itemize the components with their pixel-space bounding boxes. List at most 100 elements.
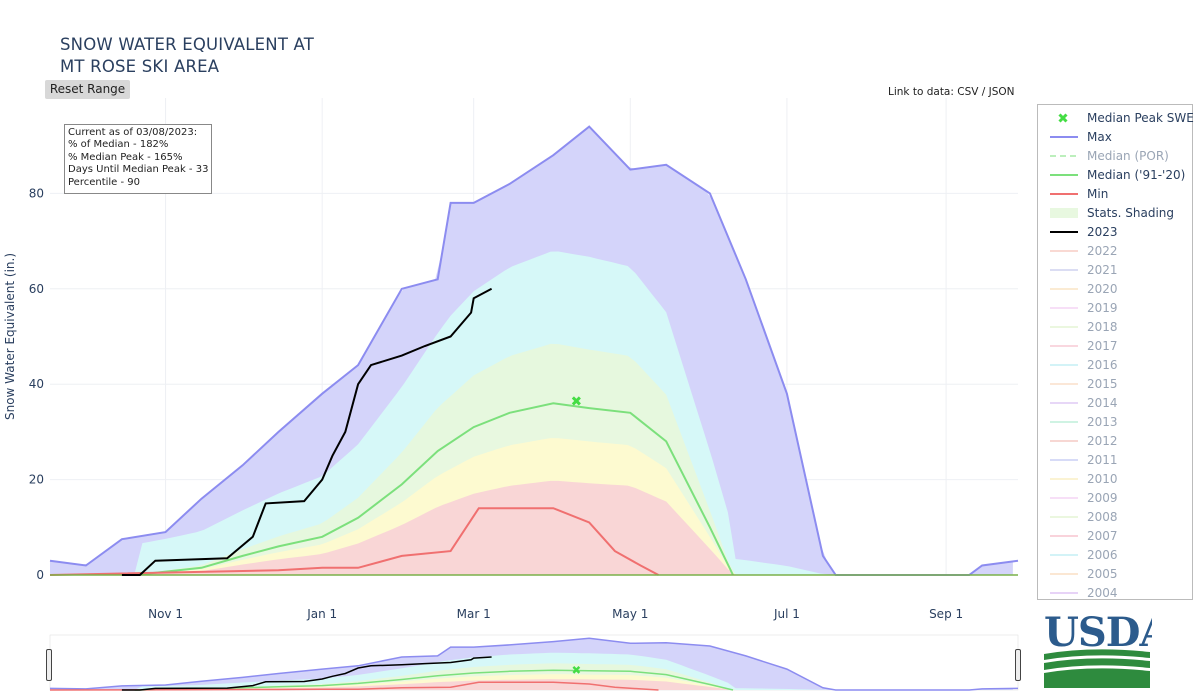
- slider-series-line: [121, 656, 492, 691]
- legend-item-2018[interactable]: 2018: [1046, 319, 1192, 335]
- legend-label: 2004: [1087, 586, 1118, 600]
- data-links: Link to data: CSV / JSON: [888, 86, 1015, 98]
- legend-symbol: [1050, 459, 1078, 461]
- legend-item-2017[interactable]: 2017: [1046, 338, 1192, 354]
- range-slider: [49, 634, 1019, 691]
- y-tick-label: 20: [29, 473, 44, 487]
- legend-item-2013[interactable]: 2013: [1046, 414, 1192, 430]
- usda-logo-text: USDA: [1044, 610, 1152, 656]
- legend-item-2004[interactable]: 2004: [1046, 585, 1192, 601]
- x-tick-label: May 1: [612, 607, 648, 621]
- legend-item-2022[interactable]: 2022: [1046, 243, 1192, 259]
- legend-item-2023[interactable]: 2023: [1046, 224, 1192, 240]
- legend-label: Min: [1087, 187, 1109, 201]
- legend-symbol: [1058, 113, 1068, 123]
- legend-item-2007[interactable]: 2007: [1046, 528, 1192, 544]
- usda-logo-graphic: USDA: [1044, 610, 1152, 688]
- legend-label: 2013: [1087, 415, 1118, 429]
- legend-label: 2018: [1087, 320, 1118, 334]
- swe-chart[interactable]: 0 20 40 60 80 Nov 1 Jan 1 Mar 1 May 1 Jul 1 Sep 1 S…: [0, 0, 1030, 699]
- legend-label: Median (POR): [1087, 149, 1169, 163]
- chart-title-line2: MT ROSE SKI AREA: [60, 57, 220, 76]
- legend-item-2009[interactable]: 2009: [1046, 490, 1192, 506]
- csv-link[interactable]: CSV: [957, 86, 979, 98]
- legend-item-2006[interactable]: 2006: [1046, 547, 1192, 563]
- legend-item-2014[interactable]: 2014: [1046, 395, 1192, 411]
- series-min-line: [49, 507, 659, 576]
- legend-item-min[interactable]: Min: [1046, 186, 1192, 202]
- legend-item-2008[interactable]: 2008: [1046, 509, 1192, 525]
- legend-item-2015[interactable]: 2015: [1046, 376, 1192, 392]
- legend-item-2012[interactable]: 2012: [1046, 433, 1192, 449]
- legend-label: 2017: [1087, 339, 1118, 353]
- legend-label: Median Peak SWE: [1087, 111, 1194, 125]
- y-tick-label: 60: [29, 282, 44, 296]
- legend-label: 2014: [1087, 396, 1118, 410]
- x-tick-label: Nov 1: [148, 607, 183, 621]
- y-axis-title: Snow Water Equivalent (in.): [3, 253, 17, 420]
- legend-symbol: [1050, 307, 1078, 309]
- legend-item-2010[interactable]: 2010: [1046, 471, 1192, 487]
- legend-symbol: [1050, 497, 1078, 499]
- legend-symbol: [1050, 402, 1078, 404]
- legend-item-2011[interactable]: 2011: [1046, 452, 1192, 468]
- link-separator: /: [978, 86, 989, 98]
- usda-logo: USDA: [1042, 610, 1152, 690]
- legend-item-2020[interactable]: 2020: [1046, 281, 1192, 297]
- slider-series-line: [49, 637, 1019, 691]
- legend-symbol: [1050, 573, 1078, 575]
- legend-symbol: [1050, 383, 1078, 385]
- legend-symbol: [1050, 208, 1078, 218]
- slider-band-p10: [50, 679, 1013, 690]
- series-median-91-20--line: [134, 402, 734, 576]
- legend-label: Max: [1087, 130, 1112, 144]
- legend-symbol: [1050, 174, 1078, 176]
- legend-symbol: [1050, 440, 1078, 442]
- legend-symbol: [1050, 136, 1078, 138]
- legend-item-median-91-20[interactable]: Median ('91-'20): [1046, 167, 1192, 183]
- legend-item-median-peak-swe[interactable]: Median Peak SWE: [1046, 110, 1194, 126]
- legend-label: Median ('91-'20): [1087, 168, 1186, 182]
- legend-symbol: [1050, 364, 1078, 366]
- legend-label: 2022: [1087, 244, 1118, 258]
- legend-item-median-por[interactable]: Median (POR): [1046, 148, 1192, 164]
- current-stats-box: Current as of 03/08/2023: % of Median - …: [64, 124, 212, 194]
- legend-item-2021[interactable]: 2021: [1046, 262, 1192, 278]
- legend-item-max[interactable]: Max: [1046, 129, 1192, 145]
- band-p10: [50, 480, 1013, 575]
- legend-label: 2023: [1087, 225, 1118, 239]
- legend-symbol: [1050, 554, 1078, 556]
- legend-item-2019[interactable]: 2019: [1046, 300, 1192, 316]
- legend-symbol: [1050, 231, 1078, 233]
- json-link[interactable]: JSON: [988, 86, 1015, 98]
- y-tick-label: 40: [29, 377, 44, 391]
- series-2023-line: [121, 287, 493, 576]
- legend-item-2016[interactable]: 2016: [1046, 357, 1192, 373]
- legend-item-2005[interactable]: 2005: [1046, 566, 1192, 582]
- range-slider-left-handle[interactable]: [46, 649, 52, 681]
- legend-symbol: [1050, 516, 1078, 518]
- legend-symbol: [1050, 155, 1078, 157]
- legend-symbol: [1050, 250, 1078, 252]
- info-line-pct-median: % of Median - 182%: [68, 139, 169, 151]
- range-slider-right-handle[interactable]: [1015, 649, 1021, 681]
- legend-label: 2008: [1087, 510, 1118, 524]
- chart-title: SNOW WATER EQUIVALENT AT MT ROSE SKI ARE…: [60, 34, 314, 78]
- legend-label: 2009: [1087, 491, 1118, 505]
- legend-label: 2007: [1087, 529, 1118, 543]
- legend-symbol: [1050, 478, 1078, 480]
- y-tick-label: 0: [36, 568, 44, 582]
- info-line-date: Current as of 03/08/2023:: [68, 127, 198, 138]
- slider-peak-marker: [572, 666, 581, 674]
- legend-item-stats-shading[interactable]: Stats. Shading: [1046, 205, 1192, 221]
- legend-symbol: [1050, 326, 1078, 328]
- legend-label: Stats. Shading: [1087, 206, 1175, 220]
- y-tick-label: 80: [29, 186, 44, 200]
- slider-series-line: [49, 681, 659, 691]
- chart-legend: Median Peak SWE Max Median (POR) Median ('9…: [1037, 104, 1194, 601]
- info-line-days-until-peak: Days Until Median Peak - 33: [68, 164, 209, 176]
- x-tick-label: Sep 1: [929, 607, 963, 621]
- slider-series-line: [134, 669, 734, 691]
- reset-range-button[interactable]: Reset Range: [45, 80, 130, 99]
- legend-label: 2020: [1087, 282, 1118, 296]
